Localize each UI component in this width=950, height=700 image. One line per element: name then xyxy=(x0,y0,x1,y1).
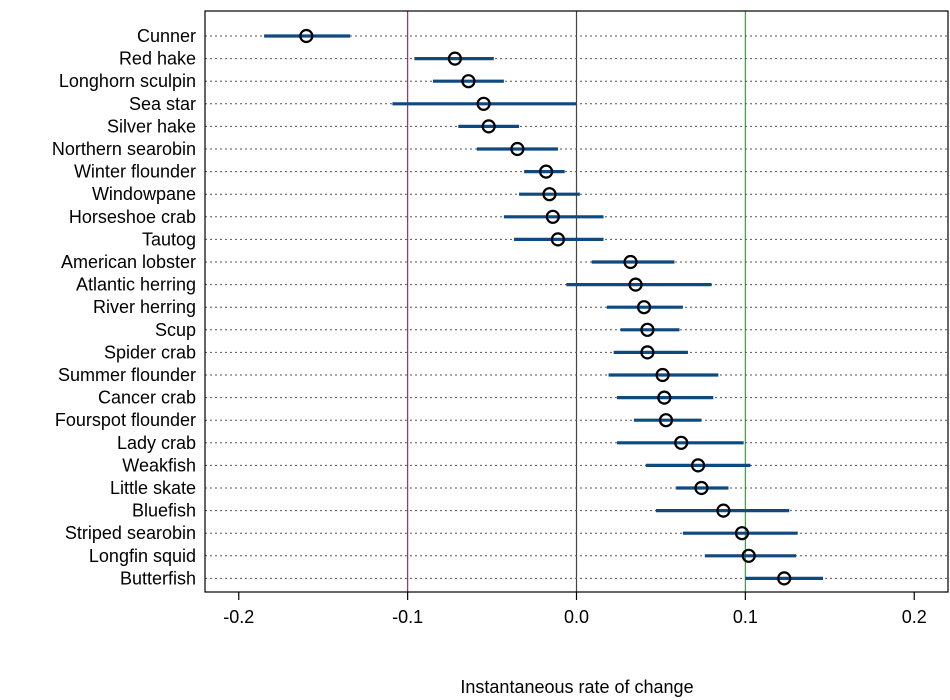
estimate-point xyxy=(461,74,476,89)
category-label: Silver hake xyxy=(107,116,196,136)
category-label: Cancer crab xyxy=(98,388,196,408)
estimate-point xyxy=(658,413,674,428)
estimate-point xyxy=(299,28,314,44)
x-tick-label: 0.1 xyxy=(733,607,758,627)
reference-lines xyxy=(407,11,746,592)
category-label: Spider crab xyxy=(104,342,196,362)
category-label: Bluefish xyxy=(132,501,196,521)
category-label: Butterfish xyxy=(120,568,196,588)
category-label: American lobster xyxy=(61,252,196,272)
point-series xyxy=(299,28,792,586)
category-label: Little skate xyxy=(110,478,196,498)
estimate-point xyxy=(674,435,689,450)
category-label: Cunner xyxy=(137,26,196,46)
category-label: Summer flounder xyxy=(58,365,196,385)
category-label: Longhorn sculpin xyxy=(59,71,196,91)
estimate-point xyxy=(777,571,792,586)
estimate-point xyxy=(539,164,554,179)
estimate-point xyxy=(476,96,491,111)
estimate-point xyxy=(545,209,560,224)
category-label: Atlantic herring xyxy=(76,275,196,295)
category-label: Winter flounder xyxy=(74,162,196,182)
category-label: Windowpane xyxy=(92,184,196,204)
x-tick-label: 0.2 xyxy=(902,607,927,627)
estimate-point xyxy=(447,51,463,66)
category-label: Tautog xyxy=(142,229,196,249)
estimate-point xyxy=(628,277,643,292)
estimate-point xyxy=(550,232,566,247)
x-axis-title: Instantaneous rate of change xyxy=(460,677,693,697)
category-label: Horseshoe crab xyxy=(69,207,196,227)
estimate-point xyxy=(657,390,672,405)
estimate-point xyxy=(481,119,496,134)
estimate-point xyxy=(690,458,706,473)
estimate-point xyxy=(636,300,652,315)
category-label: Scup xyxy=(155,320,196,340)
estimate-point xyxy=(716,503,731,518)
category-label: Fourspot flounder xyxy=(55,410,196,430)
category-label: River herring xyxy=(93,297,196,317)
x-axis: -0.2 -0.1 0.0 0.1 0.2 xyxy=(223,592,927,627)
estimate-point xyxy=(640,322,655,337)
estimate-point xyxy=(623,254,638,270)
category-label: Striped searobin xyxy=(65,523,196,543)
estimate-point xyxy=(542,187,557,202)
category-label: Northern searobin xyxy=(52,139,196,159)
estimate-point xyxy=(734,526,750,541)
category-label: Lady crab xyxy=(117,433,196,453)
category-label: Longfin squid xyxy=(89,546,196,566)
x-tick-label: -0.2 xyxy=(223,607,254,627)
category-label: Weakfish xyxy=(122,455,196,475)
x-tick-label: 0.0 xyxy=(564,607,589,627)
category-label: Red hake xyxy=(119,49,196,69)
estimate-point xyxy=(655,367,670,383)
estimate-point xyxy=(640,345,655,360)
category-label: Sea star xyxy=(129,94,196,114)
estimate-point xyxy=(741,548,756,563)
x-tick-label: -0.1 xyxy=(392,607,423,627)
estimate-point xyxy=(694,480,709,496)
estimate-point xyxy=(510,141,525,157)
interval-series xyxy=(264,34,824,581)
